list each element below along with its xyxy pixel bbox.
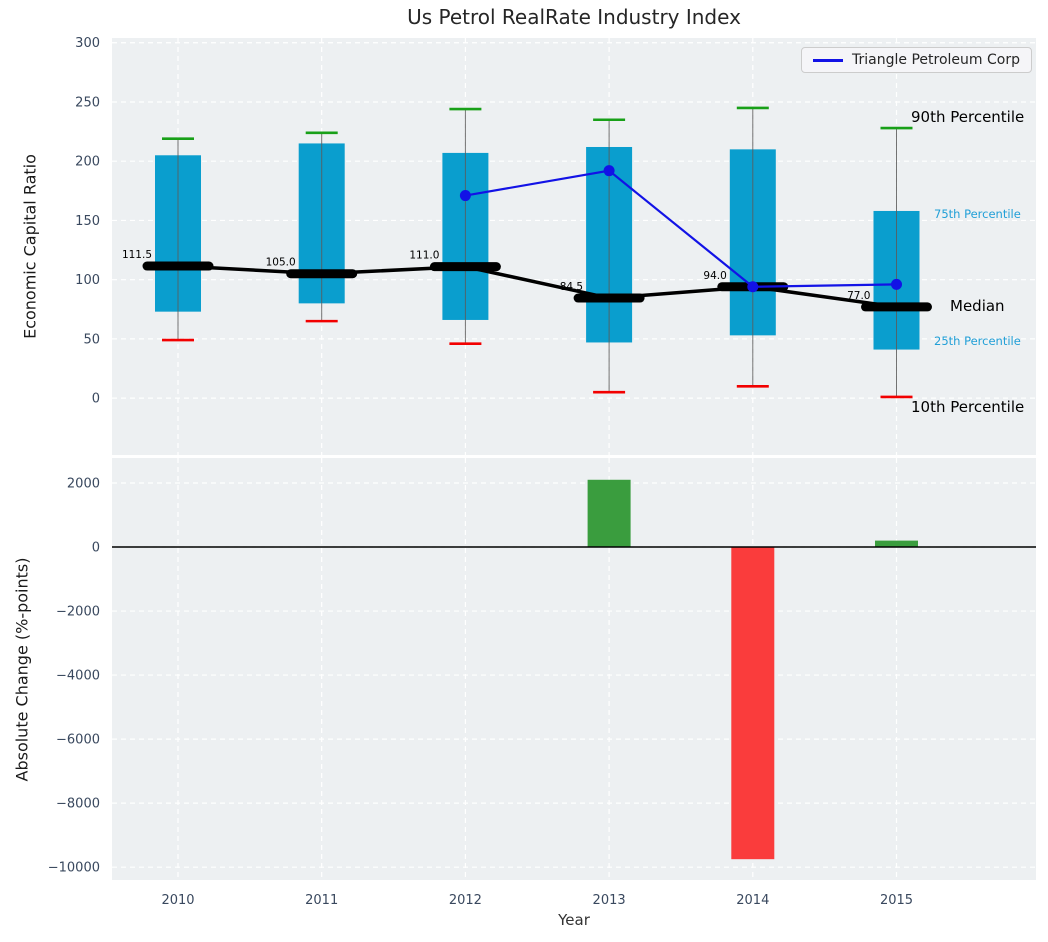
median-value-label: 111.5 (122, 249, 152, 261)
bottom-y-tick-label: −8000 (56, 797, 100, 812)
top-chart: 111.5 105.0 111.0 84.5 94.0 77.0 (122, 106, 932, 399)
legend-label: Triangle Petroleum Corp (852, 52, 1020, 68)
bottom-y-tick-label: −2000 (56, 605, 100, 620)
top-y-tick-label: 50 (83, 332, 100, 347)
top-y-axis-label: Economic Capital Ratio (20, 154, 40, 339)
bar-positive (587, 479, 631, 548)
bottom-y-axis-label: Absolute Change (%-points) (12, 557, 32, 782)
company-line (465, 169, 897, 288)
top-y-tick-label: 300 (75, 36, 100, 51)
x-tick-label: 2010 (161, 893, 194, 908)
bottom-y-tick-label: −10000 (48, 861, 100, 876)
annotation-median: Median (950, 297, 1005, 315)
legend: Triangle Petroleum Corp (801, 47, 1032, 73)
median-value-label: 111.0 (409, 250, 439, 262)
median-value-label: 105.0 (266, 257, 296, 269)
x-tick-label: 2015 (880, 893, 913, 908)
legend-line-icon (813, 58, 844, 62)
bottom-y-tick-label: −6000 (56, 733, 100, 748)
top-y-tick-label: 250 (75, 95, 100, 110)
bottom-y-tick-label: 0 (92, 541, 100, 556)
x-tick-label: 2012 (449, 893, 482, 908)
median-value-label: 77.0 (847, 290, 870, 302)
x-axis-label: Year (558, 911, 590, 929)
annotation-10th-percentile: 10th Percentile (911, 398, 1025, 416)
median-value-label: 94.0 (703, 270, 726, 282)
x-tick-label: 2011 (305, 893, 338, 908)
tick-labels: 0 50 100 150 200 250 300 2000 0 −2000 −4000 −6000 −8… (48, 36, 913, 908)
company-point (891, 278, 902, 290)
bottom-axes-background (112, 458, 1036, 880)
median-value-label: 84.5 (560, 281, 583, 293)
bottom-y-tick-label: 2000 (67, 476, 100, 491)
company-point (747, 281, 759, 293)
annotation-25th-percentile: 25th Percentile (934, 334, 1021, 348)
top-y-tick-label: 150 (75, 214, 100, 229)
company-point (603, 165, 615, 177)
bar-negative (731, 547, 775, 860)
chart-title: Us Petrol RealRate Industry Index (407, 5, 741, 29)
annotation-75th-percentile: 75th Percentile (934, 207, 1021, 221)
bottom-chart (112, 479, 1036, 860)
annotation-90th-percentile: 90th Percentile (911, 108, 1025, 126)
top-y-tick-label: 100 (75, 273, 100, 288)
top-y-tick-label: 200 (75, 155, 100, 170)
x-tick-label: 2013 (593, 893, 626, 908)
bottom-y-tick-label: −4000 (56, 669, 100, 684)
x-tick-label: 2014 (736, 893, 769, 908)
bar-positive (875, 540, 918, 548)
top-y-tick-label: 0 (92, 392, 100, 407)
company-point (459, 190, 471, 202)
